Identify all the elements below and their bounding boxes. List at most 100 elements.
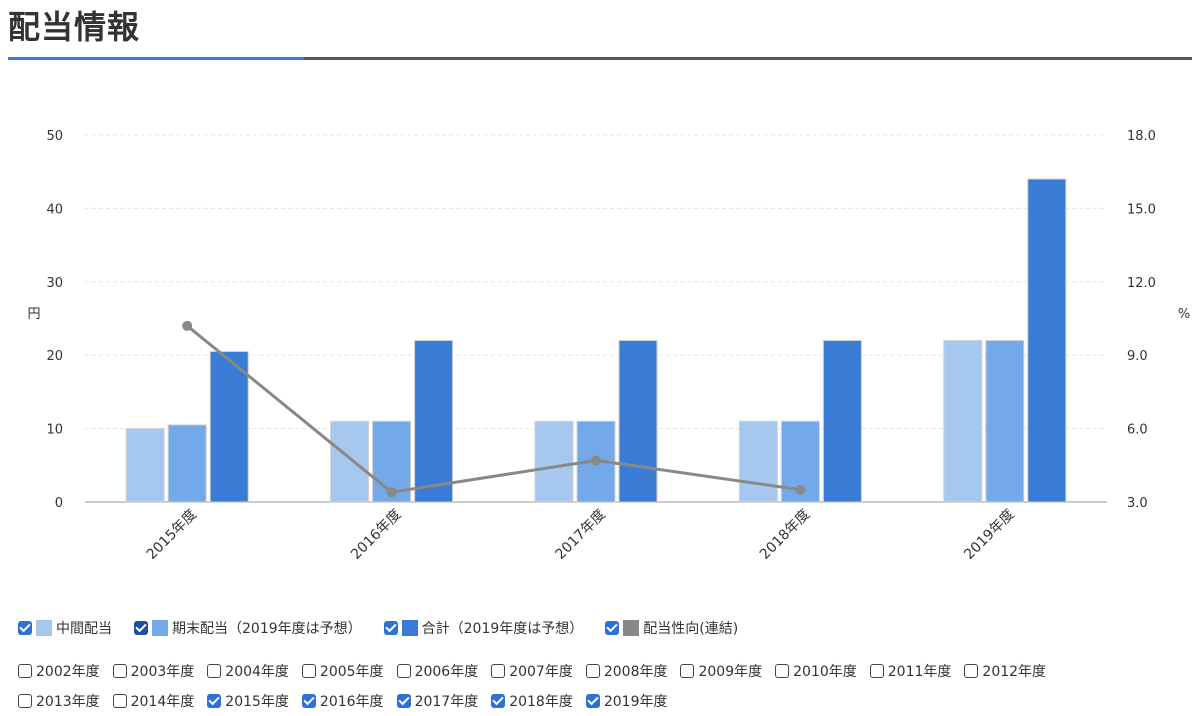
checkbox[interactable] bbox=[207, 694, 222, 708]
legend-label: 2002年度 bbox=[36, 664, 100, 680]
y2-tick-label: 15.0 bbox=[1127, 202, 1156, 217]
legend-label: 2006年度 bbox=[414, 664, 479, 680]
legend-label: 2018年度 bbox=[509, 694, 573, 710]
year-toggle[interactable]: 2006年度 bbox=[396, 661, 479, 681]
checkbox[interactable] bbox=[134, 621, 148, 635]
checkbox[interactable] bbox=[18, 694, 32, 708]
checkbox[interactable] bbox=[680, 664, 695, 678]
x-tick-label: 2019年度 bbox=[961, 507, 1017, 563]
x-tick-label: 2018年度 bbox=[757, 507, 813, 563]
year-toggle[interactable]: 2010年度 bbox=[775, 661, 857, 681]
y-tick-label: 30 bbox=[46, 276, 63, 291]
payout-ratio-point bbox=[182, 320, 193, 331]
dividend-chart: 0 3.0 10 6.0 20 9.0 30 12.0 40 15.0 50 18.0 円 % 2015年度… bbox=[27, 129, 1190, 563]
year-toggle[interactable]: 2019年度 bbox=[585, 691, 668, 711]
checkbox[interactable] bbox=[585, 664, 600, 678]
interim-dividend-bar bbox=[534, 420, 574, 503]
legend-label: 配当性向(連結) bbox=[643, 621, 739, 637]
page-title: 配当情報 bbox=[8, 8, 141, 46]
title-underline bbox=[8, 57, 1192, 60]
year-toggle[interactable]: 2011年度 bbox=[869, 661, 951, 681]
checkbox[interactable] bbox=[18, 621, 32, 635]
checkbox[interactable] bbox=[396, 664, 411, 678]
year-end-dividend-bar bbox=[167, 424, 207, 503]
series-legend: 中間配当 期末配当（2019年度は予想） 合計（2019年度は予想） 配当性向(連結) bbox=[18, 618, 760, 638]
y2-tick-label: 12.0 bbox=[1127, 276, 1156, 291]
interim-dividend-bar bbox=[125, 428, 165, 503]
y2-axis-label: % bbox=[1178, 307, 1190, 322]
checkbox[interactable] bbox=[301, 664, 316, 678]
checkbox[interactable] bbox=[383, 621, 398, 635]
total-dividend-bar bbox=[822, 340, 862, 503]
y-tick-label: 50 bbox=[46, 129, 63, 144]
year-filter-row-2: 2013年度 2014年度 2015年度 2016年度 2017年度 2018年度 2019… bbox=[18, 691, 680, 711]
y2-tick-label: 6.0 bbox=[1127, 423, 1148, 438]
checkbox[interactable] bbox=[869, 664, 884, 678]
payout-ratio-line bbox=[186, 324, 801, 494]
checkbox[interactable] bbox=[491, 694, 506, 708]
interim-dividend-bar bbox=[738, 420, 778, 503]
legend-label: 2012年度 bbox=[982, 664, 1047, 680]
series-toggle[interactable]: 中間配当 bbox=[18, 618, 112, 638]
legend-label: 中間配当 bbox=[56, 621, 112, 637]
year-toggle[interactable]: 2004年度 bbox=[207, 661, 289, 681]
y-tick-label: 40 bbox=[46, 202, 63, 217]
legend-label: 2007年度 bbox=[509, 664, 573, 680]
year-end-dividend-bar bbox=[985, 340, 1025, 503]
payout-ratio-point bbox=[591, 455, 601, 466]
series-toggle[interactable]: 期末配当（2019年度は予想） bbox=[134, 618, 362, 638]
checkbox[interactable] bbox=[112, 664, 127, 678]
year-toggle[interactable]: 2007年度 bbox=[491, 661, 573, 681]
legend-swatch bbox=[401, 620, 418, 636]
year-toggle[interactable]: 2014年度 bbox=[112, 691, 194, 711]
series-toggle[interactable]: 配当性向(連結) bbox=[605, 618, 738, 638]
checkbox[interactable] bbox=[775, 664, 790, 678]
total-dividend-bar bbox=[414, 340, 454, 503]
y-tick-label: 0 bbox=[55, 496, 63, 511]
legend-label: 2005年度 bbox=[319, 664, 384, 680]
x-tick-label: 2017年度 bbox=[553, 507, 609, 563]
legend-label: 2008年度 bbox=[603, 664, 668, 680]
legend-label: 期末配当（2019年度は予想） bbox=[172, 621, 362, 637]
year-toggle[interactable]: 2009年度 bbox=[680, 661, 762, 681]
total-dividend-bar bbox=[1027, 178, 1067, 503]
y2-tick-label: 3.0 bbox=[1127, 496, 1148, 511]
year-toggle[interactable]: 2002年度 bbox=[18, 661, 100, 681]
year-filter-row-1: 2002年度 2003年度 2004年度 2005年度 2006年度 2007年度 2008… bbox=[18, 661, 1059, 681]
total-dividend-bar bbox=[618, 340, 658, 503]
interim-dividend-bar bbox=[330, 420, 370, 503]
year-toggle[interactable]: 2003年度 bbox=[112, 661, 195, 681]
legend-label: 2004年度 bbox=[225, 664, 289, 680]
year-toggle[interactable]: 2013年度 bbox=[18, 691, 100, 711]
checkbox[interactable] bbox=[207, 664, 222, 678]
legend-swatch bbox=[623, 620, 640, 636]
legend-label: 2010年度 bbox=[793, 664, 857, 680]
total-dividend-bar bbox=[209, 351, 249, 503]
checkbox[interactable] bbox=[112, 694, 127, 708]
year-toggle[interactable]: 2017年度 bbox=[396, 691, 478, 711]
checkbox[interactable] bbox=[491, 664, 506, 678]
year-toggle[interactable]: 2008年度 bbox=[585, 661, 668, 681]
legend-label: 合計（2019年度は予想） bbox=[421, 621, 584, 637]
legend-label: 2015年度 bbox=[225, 694, 289, 710]
year-toggle[interactable]: 2005年度 bbox=[301, 661, 384, 681]
year-toggle[interactable]: 2015年度 bbox=[207, 691, 289, 711]
legend-swatch bbox=[152, 620, 168, 636]
checkbox[interactable] bbox=[605, 621, 620, 635]
x-tick-label: 2016年度 bbox=[348, 507, 404, 563]
legend-label: 2019年度 bbox=[603, 694, 668, 710]
payout-ratio-point bbox=[795, 484, 806, 495]
checkbox[interactable] bbox=[964, 664, 979, 678]
payout-ratio-point bbox=[386, 487, 397, 498]
checkbox[interactable] bbox=[18, 664, 32, 678]
series-toggle[interactable]: 合計（2019年度は予想） bbox=[383, 618, 584, 638]
year-toggle[interactable]: 2012年度 bbox=[964, 661, 1046, 681]
checkbox[interactable] bbox=[396, 694, 411, 708]
year-toggle[interactable]: 2016年度 bbox=[301, 691, 384, 711]
y2-tick-label: 9.0 bbox=[1127, 349, 1148, 364]
y-tick-label: 10 bbox=[46, 423, 63, 438]
checkbox[interactable] bbox=[301, 694, 316, 708]
year-toggle[interactable]: 2018年度 bbox=[491, 691, 573, 711]
legend-label: 2003年度 bbox=[130, 664, 195, 680]
checkbox[interactable] bbox=[585, 694, 600, 708]
